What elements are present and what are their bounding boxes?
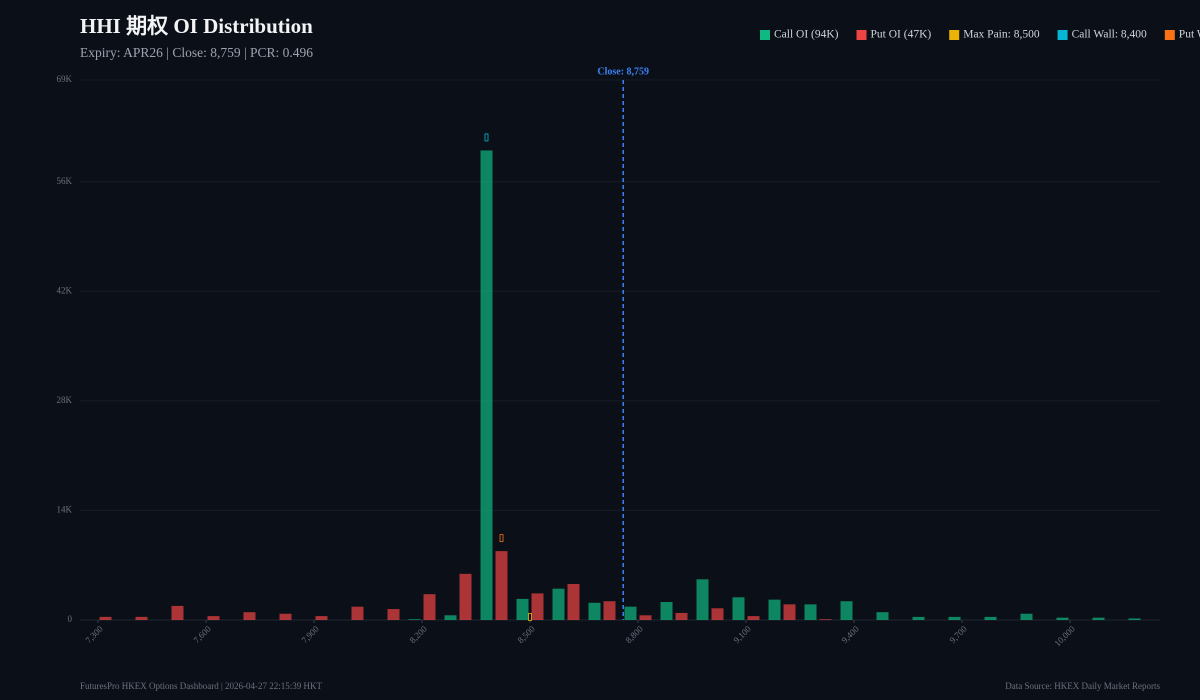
legend-label: Call OI (94K) xyxy=(774,29,839,41)
call-bar xyxy=(480,150,493,620)
footer-right: Data Source: HKEX Daily Market Reports xyxy=(1005,681,1160,691)
put-bar xyxy=(603,601,616,620)
x-tick-label: 9,100 xyxy=(731,623,753,645)
x-tick-label: 10,000 xyxy=(1052,623,1077,648)
put-bar xyxy=(99,616,112,620)
call-bar xyxy=(408,619,421,620)
x-tick-label: 7,600 xyxy=(191,623,213,645)
y-tick-label: 0 xyxy=(68,614,73,624)
y-tick-label: 69K xyxy=(57,74,73,84)
put-bar xyxy=(639,615,652,620)
legend-label: Max Pain: 8,500 xyxy=(963,29,1040,41)
footer-left: FuturesPro HKEX Options Dashboard | 2026… xyxy=(80,681,323,691)
put-bar xyxy=(387,609,400,620)
call-bar xyxy=(552,588,565,620)
legend: Call OI (94K) Put OI (47K) Max Pain: 8,500… xyxy=(760,29,1200,41)
call-bar xyxy=(696,579,709,620)
legend-swatch xyxy=(949,30,960,40)
call-bar xyxy=(948,616,961,620)
close-label: Close: 8,759 xyxy=(597,66,649,77)
call-bar xyxy=(876,612,889,620)
put-bar xyxy=(423,594,436,620)
x-tick-label: 7,300 xyxy=(83,623,105,645)
call-bar xyxy=(732,597,745,620)
put-bar xyxy=(711,608,724,620)
chart-title: HHI 期权 OI Distribution xyxy=(80,14,313,38)
chart-subtitle: Expiry: APR26 | Close: 8,759 | PCR: 0.49… xyxy=(80,45,313,60)
marker xyxy=(484,133,489,142)
call-bar xyxy=(768,599,781,620)
legend-label: Call Wall: 8,400 xyxy=(1072,29,1147,41)
x-tick-label: 9,700 xyxy=(947,623,969,645)
put-bar xyxy=(675,612,688,620)
put-bar xyxy=(315,616,328,620)
put-bar xyxy=(459,573,472,620)
legend-swatch xyxy=(1057,30,1068,40)
legend-swatch xyxy=(856,30,867,40)
legend-label: Put Wall: 8,400 xyxy=(1179,29,1200,41)
y-tick-label: 14K xyxy=(57,504,73,514)
legend-swatch xyxy=(760,30,770,40)
put-bar xyxy=(135,616,148,620)
put-bar xyxy=(243,612,256,620)
y-tick-label: 28K xyxy=(57,395,73,405)
put-bar xyxy=(351,606,364,620)
y-tick-label: 56K xyxy=(57,176,73,186)
put-bar xyxy=(495,551,508,620)
put-bar xyxy=(207,616,220,620)
call-bar xyxy=(912,616,925,620)
call-bar xyxy=(1128,618,1141,620)
x-tick-label: 8,800 xyxy=(623,623,645,645)
marker xyxy=(528,613,532,621)
put-bar xyxy=(279,613,292,620)
put-bar xyxy=(531,593,544,620)
call-bar xyxy=(588,602,601,620)
x-tick-label: 9,400 xyxy=(839,623,861,645)
call-bar xyxy=(1020,613,1033,620)
call-bar xyxy=(840,601,853,620)
marker xyxy=(499,534,504,543)
put-bar xyxy=(171,605,184,620)
call-bar xyxy=(1092,617,1105,620)
legend-label: Put OI (47K) xyxy=(871,29,932,41)
x-tick-label: 8,500 xyxy=(515,623,537,645)
call-bar xyxy=(660,602,673,620)
put-bar xyxy=(783,604,796,620)
y-tick-label: 42K xyxy=(57,285,73,295)
call-bar xyxy=(804,604,817,620)
x-tick-label: 7,900 xyxy=(299,623,321,645)
legend-swatch xyxy=(1164,30,1175,40)
call-bar xyxy=(984,616,997,620)
call-bar xyxy=(516,598,529,620)
call-bar xyxy=(1056,617,1069,620)
call-bar xyxy=(444,615,457,620)
call-bar xyxy=(624,606,637,620)
put-bar xyxy=(567,584,580,620)
put-bar xyxy=(747,616,760,620)
x-tick-label: 8,200 xyxy=(407,623,429,645)
put-bar xyxy=(819,619,832,620)
